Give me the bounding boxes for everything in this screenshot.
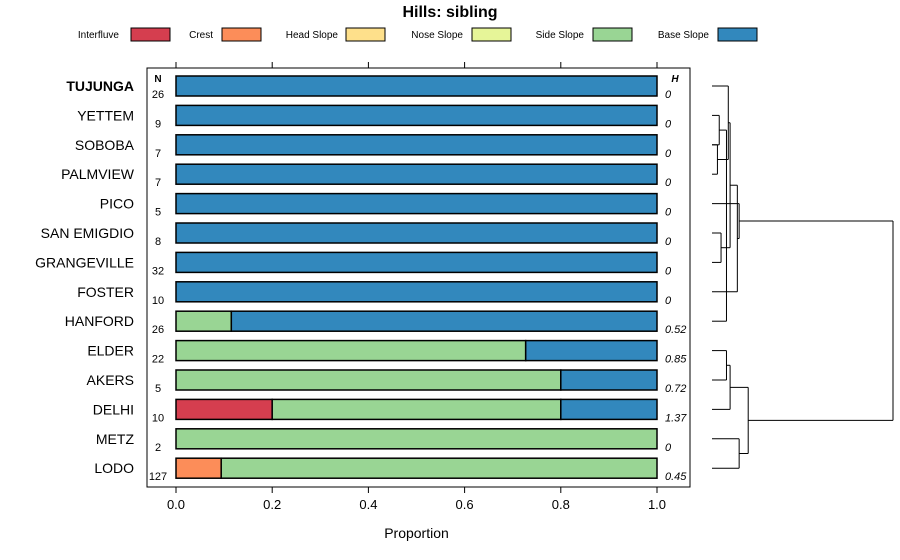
row-label-10: AKERS	[87, 372, 134, 388]
row-count-13: 127	[149, 471, 167, 483]
legend-label-5: Base Slope	[658, 30, 710, 41]
plot-panel	[146, 67, 691, 488]
legend-label-0: Interfluve	[78, 30, 120, 41]
row-label-7: FOSTER	[77, 284, 134, 300]
row-count-12: 2	[155, 442, 161, 454]
bar-segment-8-5	[230, 310, 658, 332]
bar-segment-12-4	[175, 428, 658, 450]
legend-swatch-4	[592, 27, 633, 42]
bar-segment-9-5	[524, 339, 658, 362]
legend-swatch-0	[130, 27, 171, 42]
bar-segment-1-5	[175, 104, 658, 127]
row-count-11: 10	[152, 412, 164, 424]
bar-segment-0-5	[175, 75, 658, 97]
row-entropy-7: 0	[665, 295, 672, 307]
row-label-3: PALMVIEW	[61, 166, 135, 182]
row-entropy-4: 0	[665, 207, 672, 219]
legend-swatch-1	[221, 27, 262, 42]
bar-segment-5-5	[175, 222, 658, 244]
row-entropy-10: 0.72	[665, 383, 686, 395]
row-entropy-11: 1.37	[665, 412, 687, 424]
bar-segment-13-1	[175, 457, 222, 479]
row-label-13: LODO	[94, 460, 134, 476]
row-entropy-1: 0	[665, 118, 672, 130]
row-label-1: YETTEM	[77, 107, 134, 123]
row-label-9: ELDER	[87, 343, 134, 359]
row-entropy-9: 0.85	[665, 354, 687, 366]
row-entropy-2: 0	[665, 148, 672, 160]
row-label-5: SAN EMIGDIO	[41, 225, 134, 241]
row-label-6: GRANGEVILLE	[35, 254, 134, 270]
row-count-10: 5	[155, 383, 161, 395]
chart-title: Hills: sibling	[402, 4, 498, 21]
bar-segment-8-4	[175, 310, 233, 332]
row-label-4: PICO	[100, 196, 134, 212]
row-count-9: 22	[152, 354, 164, 366]
row-count-3: 7	[155, 177, 161, 189]
bar-segment-6-5	[175, 251, 658, 274]
legend-swatch-2	[345, 27, 386, 42]
row-entropy-6: 0	[665, 265, 672, 277]
row-entropy-3: 0	[665, 177, 672, 189]
row-entropy-8: 0.52	[665, 324, 686, 336]
row-entropy-0: 0	[665, 89, 672, 101]
row-label-2: SOBOBA	[75, 137, 135, 153]
bar-segment-13-4	[220, 457, 658, 479]
bar-segment-10-4	[175, 369, 562, 391]
bar-segment-11-0	[175, 398, 273, 421]
count-header: N	[154, 74, 161, 85]
row-label-12: METZ	[96, 431, 135, 447]
bar-segment-9-4	[175, 339, 527, 362]
x-tick-label-1: 0.2	[263, 497, 281, 512]
bar-segment-3-5	[175, 163, 658, 185]
row-count-1: 9	[155, 118, 161, 130]
bar-segment-4-5	[175, 192, 658, 215]
bar-segment-11-5	[560, 398, 658, 421]
row-count-4: 5	[155, 207, 161, 219]
row-count-8: 26	[152, 324, 164, 336]
bar-segment-2-5	[175, 134, 658, 156]
entropy-header: H	[671, 74, 679, 85]
row-label-0: TUJUNGA	[66, 78, 134, 94]
legend-label-4: Side Slope	[536, 30, 585, 41]
legend-label-1: Crest	[189, 30, 213, 41]
legend-swatch-5	[717, 27, 758, 42]
legend-label-2: Head Slope	[286, 30, 339, 41]
x-tick-label-2: 0.4	[359, 497, 377, 512]
row-count-2: 7	[155, 148, 161, 160]
row-entropy-13: 0.45	[665, 471, 687, 483]
row-count-6: 32	[152, 265, 164, 277]
row-label-8: HANFORD	[65, 313, 134, 329]
row-entropy-5: 0	[665, 236, 672, 248]
x-axis-label: Proportion	[384, 525, 449, 541]
legend-swatch-3	[471, 27, 512, 42]
row-count-7: 10	[152, 295, 164, 307]
bar-segment-7-5	[175, 281, 658, 303]
x-tick-label-5: 1.0	[648, 497, 666, 512]
x-tick-label-3: 0.6	[456, 497, 474, 512]
bar-segment-11-4	[271, 398, 562, 421]
x-tick-label-4: 0.8	[552, 497, 570, 512]
row-label-11: DELHI	[93, 401, 134, 417]
bar-segment-10-5	[560, 369, 658, 391]
x-tick-label-0: 0.0	[167, 497, 185, 512]
row-count-0: 26	[152, 89, 164, 101]
legend-label-3: Nose Slope	[411, 30, 463, 41]
row-entropy-12: 0	[665, 442, 672, 454]
row-count-5: 8	[155, 236, 161, 248]
